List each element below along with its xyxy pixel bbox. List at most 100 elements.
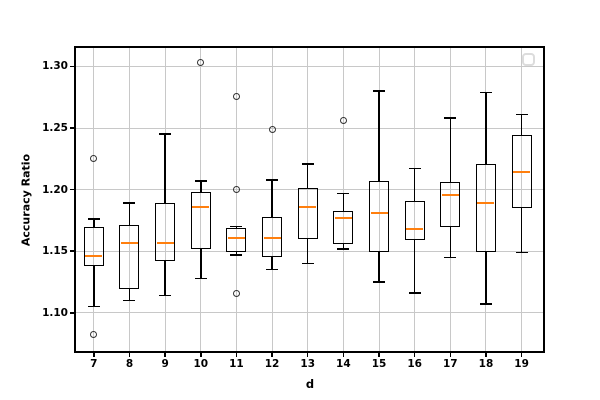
whisker-upper	[164, 134, 166, 204]
y-tick-label: 1.10	[42, 306, 68, 319]
x-axis-tick	[520, 353, 523, 357]
whisker-cap-lower	[373, 281, 385, 283]
whisker-cap-upper	[87, 218, 100, 220]
gridline-horizontal	[76, 250, 543, 252]
whisker-lower	[93, 266, 95, 307]
whisker-upper	[271, 179, 273, 217]
x-tick-label: 10	[193, 358, 209, 370]
whisker-cap-lower	[87, 305, 100, 308]
whisker-cap-upper	[301, 163, 314, 165]
whisker-upper	[200, 181, 202, 193]
gridline-vertical	[128, 48, 130, 351]
x-tick-label: 13	[300, 358, 316, 370]
y-axis-tick	[70, 250, 74, 252]
whisker-lower	[485, 252, 487, 305]
median-line	[120, 241, 138, 244]
outlier-point	[232, 289, 240, 297]
x-tick-label: 9	[161, 358, 169, 370]
whisker-cap-lower	[444, 256, 457, 259]
whisker-lower	[271, 257, 273, 270]
whisker-cap-lower	[515, 251, 528, 254]
x-axis-tick	[164, 353, 166, 357]
x-axis-label: d	[305, 377, 315, 391]
median-line	[299, 205, 317, 208]
box-iqr	[333, 210, 354, 244]
whisker-cap-lower	[337, 248, 350, 250]
outlier-point	[197, 59, 205, 67]
whisker-cap-lower	[266, 268, 279, 271]
y-tick-label: 1.25	[42, 122, 68, 135]
median-line	[227, 236, 245, 239]
whisker-cap-upper	[230, 225, 243, 228]
x-tick-label: 7	[90, 358, 98, 370]
x-tick-label: 17	[443, 358, 458, 370]
box-iqr	[155, 203, 176, 262]
gridline-vertical	[485, 48, 487, 351]
whisker-cap-lower	[408, 292, 421, 294]
x-tick-label: 16	[407, 358, 422, 370]
whisker-upper	[93, 219, 95, 227]
plot-area	[74, 46, 545, 353]
outlier-point	[232, 186, 240, 194]
x-tick-label: 19	[514, 358, 529, 370]
x-axis-tick	[306, 353, 309, 357]
whisker-lower	[342, 243, 345, 249]
x-tick-label: 14	[336, 358, 351, 370]
whisker-cap-upper	[373, 90, 385, 92]
whisker-cap-upper	[159, 133, 172, 135]
x-axis-tick	[271, 353, 273, 357]
gridline-vertical	[449, 48, 451, 351]
whisker-upper	[520, 114, 523, 136]
gridline-horizontal	[76, 189, 543, 191]
y-axis-tick	[70, 312, 74, 314]
box-iqr	[404, 200, 425, 241]
x-axis-tick	[449, 353, 452, 357]
x-tick-label: 12	[264, 358, 280, 370]
median-line	[513, 171, 531, 174]
whisker-lower	[520, 208, 523, 253]
whisker-cap-lower	[230, 254, 243, 256]
whisker-upper	[306, 163, 309, 189]
whisker-upper	[342, 193, 345, 211]
y-tick-label: 1.20	[42, 183, 68, 196]
median-line	[406, 228, 424, 231]
whisker-cap-upper	[123, 202, 136, 204]
box-iqr	[119, 225, 140, 290]
median-line	[263, 236, 281, 239]
box-iqr	[511, 135, 532, 209]
gridline-vertical	[93, 48, 95, 351]
whisker-lower	[128, 289, 131, 301]
outlier-point	[232, 92, 240, 100]
x-tick-label: 11	[229, 358, 244, 370]
y-tick-label: 1.30	[42, 60, 68, 73]
x-axis-tick	[93, 353, 95, 357]
box-iqr	[262, 216, 283, 258]
whisker-cap-lower	[479, 303, 492, 305]
x-axis-tick	[485, 353, 487, 357]
y-axis-label: Accuracy Ratio	[19, 153, 33, 247]
whisker-upper	[378, 91, 380, 182]
legend-box	[522, 53, 535, 66]
y-axis-tick	[70, 65, 74, 68]
box-iqr	[475, 163, 496, 253]
x-axis-tick	[200, 353, 202, 357]
whisker-cap-upper	[479, 91, 492, 94]
whisker-lower	[413, 240, 416, 294]
whisker-cap-upper	[194, 180, 207, 182]
x-axis-tick	[413, 353, 416, 357]
whisker-cap-upper	[515, 113, 528, 116]
whisker-lower	[200, 248, 202, 279]
x-axis-tick	[235, 353, 238, 357]
whisker-lower	[306, 238, 309, 264]
whisker-cap-upper	[266, 179, 279, 181]
whisker-lower	[378, 252, 380, 282]
y-axis-tick	[70, 127, 74, 129]
x-axis-tick	[128, 353, 131, 357]
y-axis-tick	[70, 188, 74, 191]
outlier-point	[90, 155, 98, 163]
gridline-horizontal	[76, 312, 543, 314]
x-tick-label: 15	[371, 358, 387, 370]
gridline-horizontal	[76, 65, 543, 67]
whisker-lower	[449, 226, 452, 258]
whisker-cap-lower	[123, 299, 136, 302]
